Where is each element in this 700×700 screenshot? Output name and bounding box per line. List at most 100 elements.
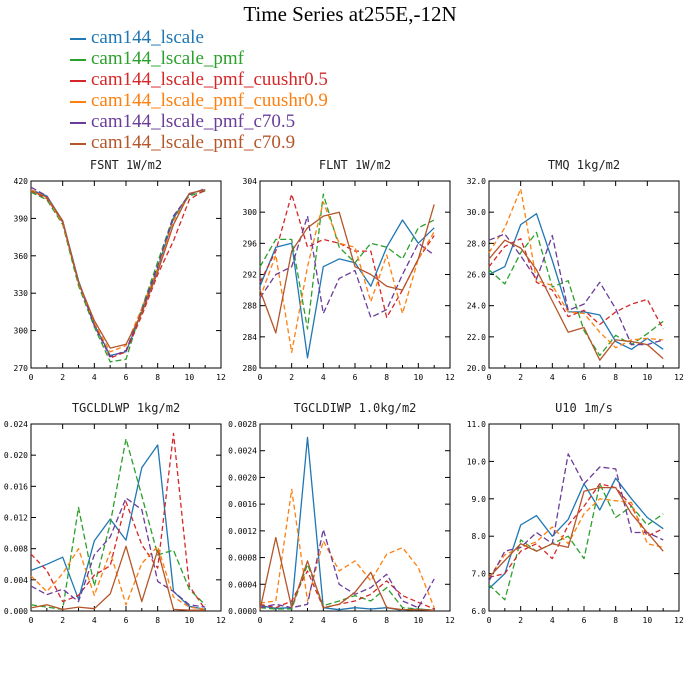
y-tick-label: 0.0000 xyxy=(228,607,257,616)
y-tick-label: 0.020 xyxy=(4,451,28,460)
x-tick-label: 0 xyxy=(258,616,263,625)
x-tick-label: 4 xyxy=(321,616,326,625)
x-tick-label: 2 xyxy=(60,373,65,382)
chart-title: FLNT 1W/m2 xyxy=(319,158,391,172)
y-tick-label: 24.0 xyxy=(467,302,486,311)
y-tick-label: 270 xyxy=(14,364,29,373)
series-line xyxy=(259,204,435,334)
x-tick-label: 2 xyxy=(60,616,65,625)
x-tick-label: 0 xyxy=(29,373,34,382)
y-tick-label: 330 xyxy=(14,289,29,298)
y-tick-label: 0.000 xyxy=(4,607,28,616)
legend-label: cam144_lscale xyxy=(91,27,204,48)
plot-frame xyxy=(259,423,451,612)
y-tick-label: 32.0 xyxy=(467,177,486,186)
y-tick-label: 0.0008 xyxy=(228,554,257,563)
y-tick-label: 0.0024 xyxy=(228,447,257,456)
legend-swatch xyxy=(70,38,86,40)
chart-panel: TGCLDIWP 1.0kg/m2 0 2 4 6 8 10 12 0.0000 0.0004 0.… xyxy=(228,401,455,625)
y-tick-label: 280 xyxy=(243,364,258,373)
legend-label: cam144_lscale_pmf_c70.5 xyxy=(91,111,296,132)
y-tick-label: 26.0 xyxy=(467,271,486,280)
y-tick-label: 0.008 xyxy=(4,545,28,554)
x-tick-label: 0 xyxy=(487,616,492,625)
x-tick-label: 10 xyxy=(414,373,424,382)
series-line xyxy=(488,453,664,582)
y-tick-label: 11.0 xyxy=(467,420,486,429)
x-tick-label: 6 xyxy=(353,616,358,625)
y-tick-label: 7.0 xyxy=(472,570,487,579)
y-tick-label: 0.0016 xyxy=(228,500,257,509)
y-tick-label: 0.016 xyxy=(4,482,28,491)
series-line xyxy=(259,488,435,608)
y-tick-label: 22.0 xyxy=(467,333,486,342)
y-tick-label: 0.024 xyxy=(4,420,28,429)
x-tick-label: 10 xyxy=(643,373,653,382)
x-tick-label: 0 xyxy=(487,373,492,382)
x-tick-label: 6 xyxy=(582,373,587,382)
series-line xyxy=(30,497,206,608)
x-tick-label: 6 xyxy=(353,373,358,382)
series-line xyxy=(259,536,435,611)
chart-title: TGCLDLWP 1kg/m2 xyxy=(72,401,180,415)
x-tick-label: 10 xyxy=(414,616,424,625)
series-line xyxy=(30,432,206,610)
y-tick-label: 420 xyxy=(14,177,29,186)
y-tick-label: 296 xyxy=(243,239,258,248)
series-line xyxy=(488,238,664,330)
y-tick-label: 0.004 xyxy=(4,576,28,585)
x-tick-label: 12 xyxy=(674,616,684,625)
y-tick-label: 360 xyxy=(14,252,29,261)
series-line xyxy=(488,231,664,357)
y-tick-label: 9.0 xyxy=(472,495,487,504)
x-tick-label: 12 xyxy=(674,373,684,382)
y-tick-label: 390 xyxy=(14,214,29,223)
x-tick-label: 2 xyxy=(289,373,294,382)
series-line xyxy=(30,186,206,358)
y-tick-label: 292 xyxy=(243,271,258,280)
chart-panel: TMQ 1kg/m2 0 2 4 6 8 10 12 20.0 22.0 24.0 26.0 28.0 3… xyxy=(467,158,684,382)
x-tick-label: 0 xyxy=(29,616,34,625)
x-tick-label: 6 xyxy=(124,616,129,625)
y-tick-label: 0.0020 xyxy=(228,473,257,482)
series-line xyxy=(259,219,435,359)
legend-swatch xyxy=(70,143,86,145)
x-tick-label: 12 xyxy=(445,373,455,382)
y-tick-label: 300 xyxy=(243,208,258,217)
x-tick-label: 6 xyxy=(582,616,587,625)
series-line xyxy=(488,213,664,350)
series-line xyxy=(30,444,206,611)
chart-panel: U10 1m/s 0 2 4 6 8 10 12 6.0 7.0 8.0 9.0 10.0 11.0 xyxy=(467,401,684,625)
x-tick-label: 8 xyxy=(613,373,618,382)
series-line xyxy=(259,193,435,319)
legend-label: cam144_lscale_pmf_cuushr0.5 xyxy=(91,69,328,90)
series-line xyxy=(259,528,435,609)
y-tick-label: 0.012 xyxy=(4,514,28,523)
x-tick-label: 2 xyxy=(518,616,523,625)
y-tick-label: 284 xyxy=(243,333,258,342)
x-tick-label: 8 xyxy=(384,373,389,382)
series-line xyxy=(259,193,435,330)
series-line xyxy=(30,545,206,611)
y-tick-label: 20.0 xyxy=(467,364,486,373)
y-tick-label: 0.0028 xyxy=(228,420,257,429)
chart-panel: FSNT 1W/m2 0 2 4 6 8 10 12 270 300 330 360 390 420 xyxy=(14,158,226,382)
x-tick-label: 6 xyxy=(124,373,129,382)
series-line xyxy=(259,570,435,610)
series-line xyxy=(488,486,664,578)
series-line xyxy=(30,545,206,611)
y-tick-label: 300 xyxy=(14,327,29,336)
chart-panel: FLNT 1W/m2 0 2 4 6 8 10 12 280 284 288 292 296 300 304 xyxy=(243,158,455,382)
plot-frame xyxy=(259,180,451,369)
series-line xyxy=(488,233,664,346)
chart-title: U10 1m/s xyxy=(555,401,613,415)
x-tick-label: 4 xyxy=(550,616,555,625)
legend-swatch xyxy=(70,59,86,61)
x-tick-label: 8 xyxy=(155,373,160,382)
y-tick-label: 30.0 xyxy=(467,208,486,217)
x-tick-label: 8 xyxy=(613,616,618,625)
chart-title: TGCLDIWP 1.0kg/m2 xyxy=(294,401,417,415)
chart-title: FSNT 1W/m2 xyxy=(90,158,162,172)
legend-label: cam144_lscale_pmf_cuushr0.9 xyxy=(91,90,328,111)
